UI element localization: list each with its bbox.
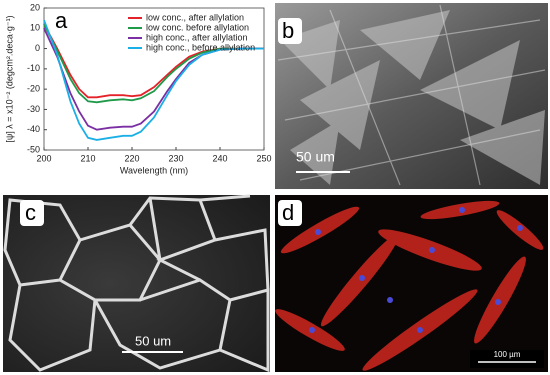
scale-label: 100 µm [494, 350, 521, 359]
x-axis-label: Wavelength (nm) [120, 165, 188, 175]
sem-image-c [3, 194, 270, 373]
data-line [43, 19, 264, 141]
y-tick-label: 0 [35, 43, 40, 53]
panel-label: b [282, 18, 294, 43]
plot-frame [43, 7, 265, 151]
x-tick-label: 250 [256, 153, 271, 163]
y-axis-label: [ψ] λ = x10⁻² (degcm².deca·g⁻¹) [4, 15, 14, 142]
x-tick-label: 210 [80, 153, 95, 163]
panel-label: c [25, 200, 36, 225]
data-line [43, 23, 264, 104]
y-tick-label: -10 [27, 63, 40, 73]
legend-label: low conc. before allylation [146, 22, 249, 32]
y-tick-label: -30 [27, 104, 40, 114]
x-tick-label: 230 [168, 153, 183, 163]
legend-label: low conc., after allylation [146, 12, 244, 22]
y-tick-label: 20 [30, 2, 40, 12]
y-tick-label: -40 [27, 124, 40, 134]
sem-image-b [275, 3, 548, 189]
scale-label: 50 um [296, 149, 335, 165]
legend-label: high conc., after allylation [146, 32, 248, 42]
y-tick-label: -50 [27, 144, 40, 154]
y-tick-label: 10 [30, 23, 40, 33]
x-tick-label: 220 [124, 153, 139, 163]
x-tick-label: 240 [212, 153, 227, 163]
legend-label: high conc., before allylation [146, 42, 255, 52]
panel-label: a [55, 8, 68, 33]
panel-label: d [282, 200, 294, 225]
y-tick-label: -20 [27, 84, 40, 94]
x-tick-label: 200 [36, 153, 51, 163]
fluorescence-image-d [275, 195, 548, 372]
scale-label: 50 um [135, 333, 171, 348]
